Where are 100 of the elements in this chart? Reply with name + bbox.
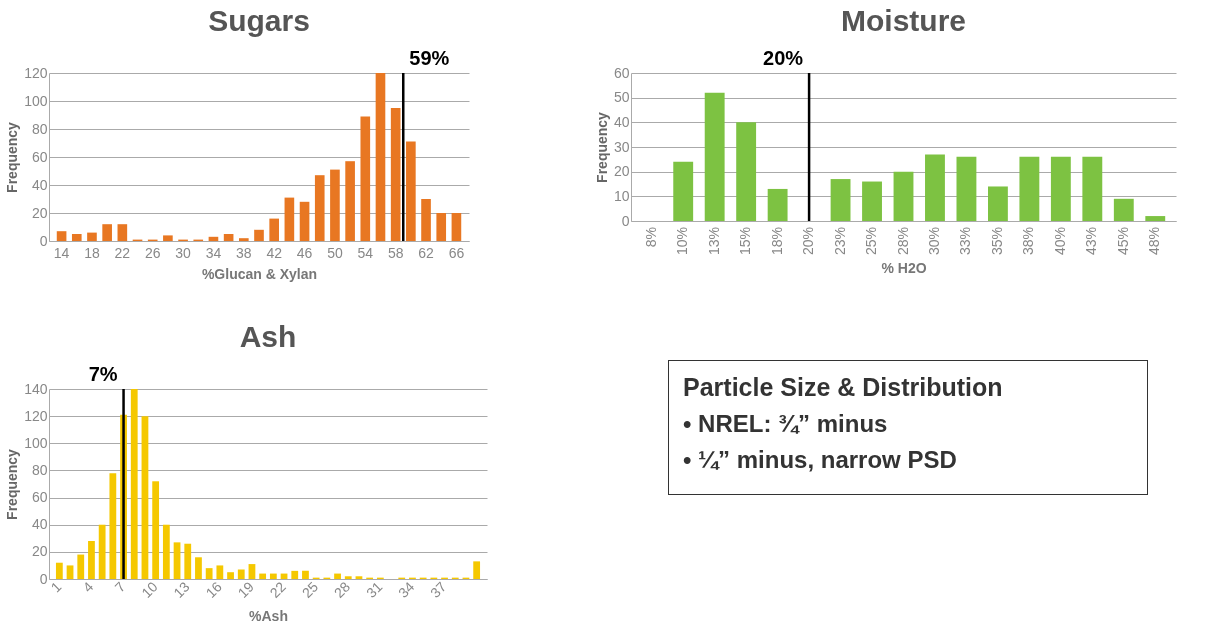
x-tick-label: 42: [266, 245, 283, 261]
x-tick-label: 15%: [737, 227, 754, 256]
x-tick-label: 18: [84, 245, 100, 261]
x-tick-label: 28: [330, 578, 354, 601]
y-tick-label: 60: [31, 148, 48, 165]
x-tick-label: 20%: [800, 227, 817, 256]
bar: [227, 572, 234, 579]
bar: [1050, 156, 1071, 221]
y-tick-label: 10: [613, 187, 630, 204]
bar: [130, 389, 138, 579]
bar: [109, 473, 117, 579]
y-tick-label: 60: [613, 64, 630, 81]
x-tick-label: 40%: [1051, 227, 1068, 256]
y-axis-title: Frequency: [4, 448, 21, 520]
y-tick-label: 120: [24, 407, 48, 424]
bar: [88, 541, 95, 579]
x-tick-label: 26: [144, 245, 161, 261]
x-tick-label: 33%: [957, 227, 974, 256]
bar: [704, 92, 725, 221]
x-tick-label: 34: [395, 578, 418, 601]
y-tick-label: 0: [39, 570, 48, 587]
bar: [55, 562, 63, 579]
bar: [238, 238, 249, 241]
bar: [406, 141, 416, 241]
x-tick-label: 30: [175, 245, 192, 261]
x-tick-label: 46: [296, 245, 313, 261]
bar: [66, 565, 74, 579]
x-tick-label: 45%: [1114, 227, 1131, 256]
bar: [163, 235, 173, 241]
bar: [375, 73, 386, 241]
bar: [767, 188, 788, 221]
y-tick-label: 80: [31, 120, 48, 137]
x-tick-label: 43%: [1083, 227, 1100, 256]
y-tick-label: 40: [31, 176, 48, 193]
x-tick-label: 13: [170, 578, 193, 601]
bar: [205, 568, 213, 579]
x-tick-label: 28%: [894, 227, 911, 256]
x-tick-label: 1: [47, 578, 65, 596]
y-tick-label: 30: [613, 138, 630, 155]
x-tick-label: 58: [387, 245, 404, 261]
bar: [269, 218, 280, 241]
y-tick-label: 40: [31, 516, 48, 533]
y-tick-label: 80: [31, 461, 48, 478]
y-tick-label: 40: [613, 113, 630, 130]
x-tick-label: 13%: [705, 227, 722, 256]
bar: [195, 557, 202, 579]
x-tick-label: 22: [266, 578, 290, 601]
bar: [284, 197, 295, 241]
bar: [345, 161, 355, 241]
x-tick-label: 7: [111, 578, 129, 596]
bar: [102, 224, 112, 241]
bar: [925, 154, 945, 221]
bar: [987, 186, 1008, 221]
bar: [334, 573, 341, 579]
x-tick-label: 18%: [768, 227, 785, 256]
x-axis-title: %Ash: [249, 607, 288, 624]
y-tick-label: 140: [24, 380, 48, 397]
text: • ¼” minus, narrow PSD: [683, 446, 958, 474]
bar: [162, 524, 170, 579]
x-tick-label: 38: [236, 245, 252, 261]
bar: [152, 481, 160, 579]
x-tick-label: 19: [234, 578, 258, 601]
bar: [830, 179, 851, 221]
y-tick-label: 0: [39, 232, 48, 249]
y-tick-label: 0: [621, 212, 630, 229]
bar: [302, 570, 309, 579]
bar: [436, 213, 447, 241]
x-axis-title: % H2O: [881, 259, 927, 276]
y-tick-label: 20: [31, 204, 48, 221]
bar: [87, 232, 97, 241]
bar: [473, 561, 481, 579]
bar: [355, 576, 363, 579]
x-tick-label: 16: [202, 578, 225, 601]
x-tick-label: 4: [79, 578, 97, 596]
bar: [291, 570, 299, 579]
x-axis-title: %Glucan & Xylan: [201, 265, 318, 282]
bar: [893, 171, 914, 221]
x-tick-label: 25%: [863, 227, 880, 256]
bar: [314, 175, 325, 241]
y-tick-label: 100: [24, 434, 48, 451]
bar: [360, 116, 371, 241]
y-tick-label: 20: [31, 543, 48, 560]
x-tick-label: 35%: [988, 227, 1005, 256]
x-tick-label: 34: [205, 245, 222, 261]
bar: [216, 565, 224, 579]
x-tick-label: 25: [298, 578, 322, 601]
bar: [98, 524, 106, 579]
x-tick-label: 37: [427, 578, 450, 601]
bar: [390, 108, 401, 241]
chart-title: Moisture: [840, 4, 967, 37]
x-tick-label: 22: [114, 245, 131, 261]
ref-line-label: 7%: [88, 363, 118, 385]
y-tick-label: 50: [613, 89, 630, 106]
bar: [77, 554, 85, 579]
y-tick-label: 20: [613, 163, 630, 180]
bar: [451, 213, 462, 241]
bar: [1145, 216, 1166, 221]
bar: [956, 156, 977, 221]
x-tick-label: 10%: [674, 227, 691, 256]
x-tick-label: 54: [357, 245, 374, 261]
